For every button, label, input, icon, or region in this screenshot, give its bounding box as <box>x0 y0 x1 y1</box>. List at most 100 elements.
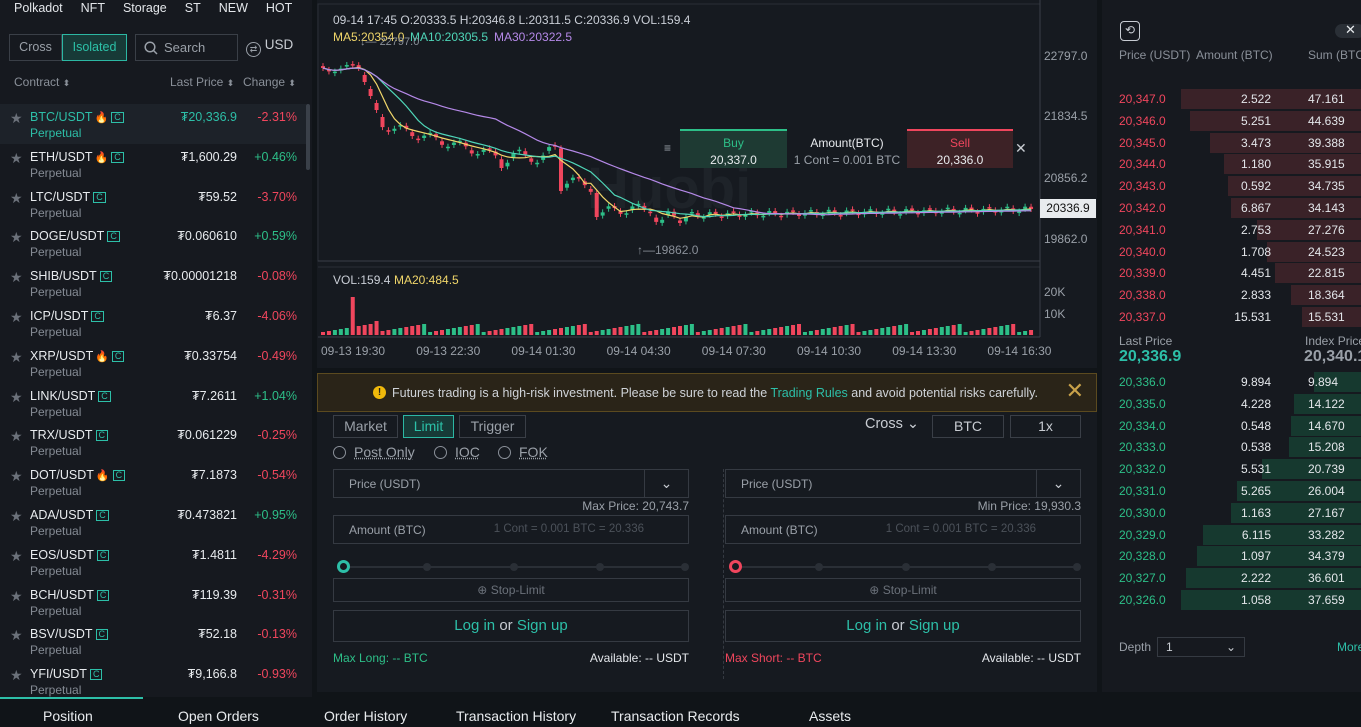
search-input[interactable]: Search <box>135 34 238 61</box>
contract-row[interactable]: ★ DOT/USDT 🔥 C Perpetual ₮7.1873 -0.54% <box>0 462 306 502</box>
slider-knob[interactable] <box>729 560 742 573</box>
star-icon[interactable]: ★ <box>10 507 23 524</box>
contract-row[interactable]: ★ BSV/USDT C Perpetual ₮52.18 -0.13% <box>0 621 306 661</box>
ask-row[interactable]: 20,344.0 1.180 35.915 <box>1102 153 1361 175</box>
ask-row[interactable]: 20,343.0 0.592 34.735 <box>1102 175 1361 197</box>
category-hot[interactable]: HOT <box>265 1 293 15</box>
currency-toggle[interactable]: ⇄ USD <box>246 37 293 57</box>
bid-row[interactable]: 20,331.0 5.265 26.004 <box>1102 480 1361 502</box>
short-amount-slider[interactable] <box>729 560 1081 573</box>
tab-assets[interactable]: Assets <box>809 708 852 724</box>
book-layout-icon[interactable]: ⟲ <box>1120 21 1140 41</box>
close-banner-icon[interactable]: ✕ <box>1065 378 1084 403</box>
category-nft[interactable]: NFT <box>80 1 105 15</box>
star-icon[interactable]: ★ <box>10 189 23 206</box>
category-new[interactable]: NEW <box>218 1 248 15</box>
ioc-option[interactable]: IOC <box>434 444 480 460</box>
category-storage[interactable]: Storage <box>122 1 167 15</box>
long-price-input[interactable]: Price (USDT) ⌄ <box>333 469 689 498</box>
contract-row[interactable]: ★ SHIB/USDT C Perpetual ₮0.00001218 -0.08% <box>0 263 306 303</box>
bid-row[interactable]: 20,329.0 6.115 33.282 <box>1102 524 1361 546</box>
ask-row[interactable]: 20,339.0 4.451 22.815 <box>1102 262 1361 284</box>
star-icon[interactable]: ★ <box>10 388 23 405</box>
tab-market[interactable]: Market <box>333 415 398 438</box>
contract-row[interactable]: ★ ADA/USDT C Perpetual ₮0.473821 +0.95% <box>0 502 306 542</box>
bid-row[interactable]: 20,334.0 0.548 14.670 <box>1102 415 1361 437</box>
bid-row[interactable]: 20,332.0 5.531 20.739 <box>1102 458 1361 480</box>
ask-row[interactable]: 20,340.0 1.708 24.523 <box>1102 241 1361 263</box>
depth-select[interactable]: 1 ⌄ <box>1157 637 1245 657</box>
bid-row[interactable]: 20,335.0 4.228 14.122 <box>1102 393 1361 415</box>
contract-row[interactable]: ★ DOGE/USDT C Perpetual ₮0.060610 +0.59% <box>0 223 306 263</box>
star-icon[interactable]: ★ <box>10 269 23 286</box>
category-polkadot[interactable]: Polkadot <box>14 1 63 15</box>
kline-chart[interactable]: Huobi 09-14 17:45 O:20333.5 H:20346.8 L:… <box>317 0 1097 368</box>
contract-row[interactable]: ★ YFI/USDT C Perpetual ₮9,166.8 -0.93% <box>0 661 306 701</box>
contract-column-header[interactable]: Contract ⬍ <box>14 75 71 89</box>
contract-row[interactable]: ★ XRP/USDT 🔥 C Perpetual ₮0.33754 -0.49% <box>0 343 306 383</box>
ask-row[interactable]: 20,341.0 2.753 27.276 <box>1102 219 1361 241</box>
contract-row[interactable]: ★ BTC/USDT 🔥 C Perpetual ₮20,336.9 -2.31% <box>0 104 306 144</box>
category-st[interactable]: ST <box>184 1 201 15</box>
isolated-mode-button[interactable]: Isolated <box>62 34 127 61</box>
ask-row[interactable]: 20,345.0 3.473 39.388 <box>1102 132 1361 154</box>
more-link[interactable]: More <box>1337 640 1361 654</box>
star-icon[interactable]: ★ <box>10 308 23 325</box>
star-icon[interactable]: ★ <box>10 348 23 365</box>
long-stop-limit-button[interactable]: ⊕ Stop-Limit <box>333 578 689 602</box>
drag-handle-icon[interactable]: ≡ <box>664 141 672 155</box>
long-amount-slider[interactable] <box>337 560 689 573</box>
tab-position[interactable]: Position <box>43 708 93 724</box>
star-icon[interactable]: ★ <box>10 229 23 246</box>
bid-row[interactable]: 20,330.0 1.163 27.167 <box>1102 502 1361 524</box>
bid-row[interactable]: 20,328.0 1.097 34.379 <box>1102 545 1361 567</box>
star-icon[interactable]: ★ <box>10 110 23 126</box>
quick-amount-field[interactable]: Amount(BTC) 1 Cont = 0.001 BTC <box>787 131 907 168</box>
short-login-button[interactable]: Log in or Sign up <box>725 610 1081 642</box>
long-amount-input[interactable]: Amount (BTC) 1 Cont = 0.001 BTC = 20.336 <box>333 515 689 544</box>
star-icon[interactable]: ★ <box>10 587 23 604</box>
star-icon[interactable]: ★ <box>10 547 23 564</box>
chevron-down-icon[interactable]: ⌄ <box>1036 470 1080 497</box>
ask-row[interactable]: 20,342.0 6.867 34.143 <box>1102 197 1361 219</box>
unit-button[interactable]: BTC <box>932 415 1004 438</box>
tab-open-orders[interactable]: Open Orders <box>178 708 259 724</box>
cross-mode-button[interactable]: Cross <box>9 34 62 61</box>
ask-row[interactable]: 20,338.0 2.833 18.364 <box>1102 284 1361 306</box>
quick-buy-button[interactable]: Buy 20,337.0 <box>680 129 787 168</box>
ask-row[interactable]: 20,347.0 2.522 47.161 <box>1102 88 1361 110</box>
change-column-header[interactable]: Change ⬍ <box>243 75 296 89</box>
tab-transaction-records[interactable]: Transaction Records <box>611 708 740 724</box>
chevron-down-icon[interactable]: ⌄ <box>644 470 688 497</box>
contract-row[interactable]: ★ ICP/USDT C Perpetual ₮6.37 -4.06% <box>0 303 306 343</box>
contract-row[interactable]: ★ TRX/USDT C Perpetual ₮0.061229 -0.25% <box>0 422 306 462</box>
star-icon[interactable]: ★ <box>10 468 23 485</box>
book-toggle[interactable]: ✕ <box>1335 22 1361 38</box>
tab-order-history[interactable]: Order History <box>324 708 408 724</box>
bid-row[interactable]: 20,327.0 2.222 36.601 <box>1102 567 1361 589</box>
star-icon[interactable]: ★ <box>10 428 23 445</box>
slider-knob[interactable] <box>337 560 350 573</box>
list-scrollbar[interactable] <box>306 104 310 170</box>
trading-rules-link[interactable]: Trading Rules <box>770 386 848 400</box>
short-stop-limit-button[interactable]: ⊕ Stop-Limit <box>725 578 1081 602</box>
quick-sell-button[interactable]: Sell 20,336.0 <box>907 129 1013 168</box>
fok-option[interactable]: FOK <box>498 444 548 460</box>
bid-row[interactable]: 20,336.0 9.894 9.894 <box>1102 371 1361 393</box>
leverage-button[interactable]: 1x <box>1010 415 1081 438</box>
contract-row[interactable]: ★ LINK/USDT C Perpetual ₮7.2611 +1.04% <box>0 383 306 423</box>
contract-row[interactable]: ★ BCH/USDT C Perpetual ₮119.39 -0.31% <box>0 582 306 622</box>
close-icon[interactable]: ✕ <box>1015 140 1027 156</box>
last-price-column-header[interactable]: Last Price ⬍ <box>170 75 235 89</box>
tab-trigger[interactable]: Trigger <box>459 415 526 438</box>
star-icon[interactable]: ★ <box>10 627 23 644</box>
star-icon[interactable]: ★ <box>10 667 23 684</box>
chart-canvas[interactable]: Huobi <box>317 0 1097 368</box>
short-amount-input[interactable]: Amount (BTC) 1 Cont = 0.001 BTC = 20.336 <box>725 515 1081 544</box>
bid-row[interactable]: 20,333.0 0.538 15.208 <box>1102 436 1361 458</box>
post-only-option[interactable]: Post Only <box>333 444 415 460</box>
contract-row[interactable]: ★ LTC/USDT C Perpetual ₮59.52 -3.70% <box>0 184 306 224</box>
tab-transaction-history[interactable]: Transaction History <box>456 708 577 724</box>
ask-row[interactable]: 20,346.0 5.251 44.639 <box>1102 110 1361 132</box>
margin-mode-select[interactable]: Cross ⌄ <box>865 416 920 432</box>
